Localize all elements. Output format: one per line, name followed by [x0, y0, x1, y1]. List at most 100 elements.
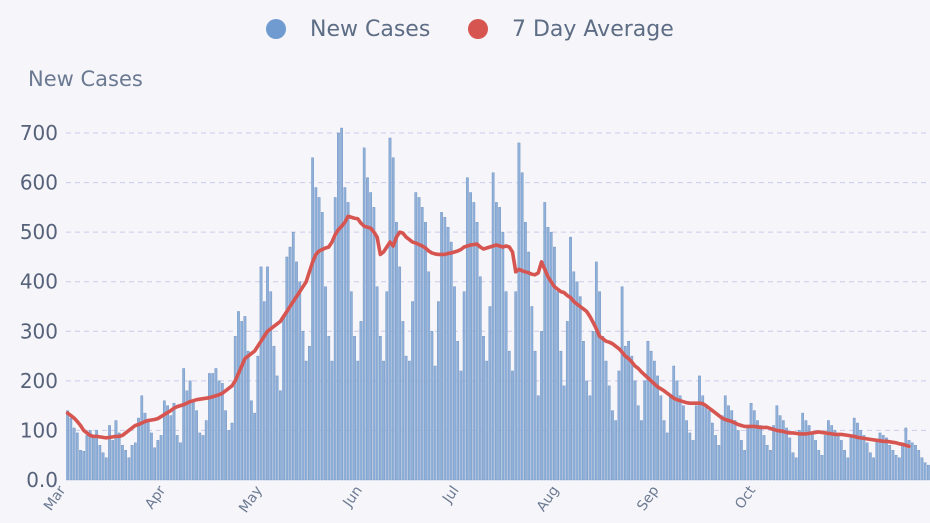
- bar[interactable]: [175, 435, 179, 481]
- bar[interactable]: [507, 350, 511, 481]
- bar[interactable]: [788, 437, 792, 481]
- legend-item-new-cases[interactable]: New Cases: [266, 17, 430, 42]
- bar[interactable]: [927, 464, 930, 481]
- bar[interactable]: [353, 336, 356, 481]
- bar[interactable]: [230, 422, 234, 481]
- bar[interactable]: [256, 355, 260, 481]
- bar[interactable]: [865, 442, 869, 481]
- bar[interactable]: [472, 202, 476, 481]
- bar[interactable]: [69, 417, 73, 481]
- bar[interactable]: [775, 405, 779, 481]
- bar[interactable]: [301, 331, 305, 481]
- bar[interactable]: [604, 360, 608, 481]
- bar[interactable]: [846, 457, 850, 481]
- bar[interactable]: [501, 231, 505, 481]
- bar[interactable]: [311, 157, 314, 481]
- bar[interactable]: [375, 286, 379, 481]
- bar[interactable]: [237, 311, 240, 481]
- bar[interactable]: [878, 432, 882, 481]
- bar[interactable]: [291, 231, 295, 481]
- bar[interactable]: [382, 360, 385, 481]
- bar[interactable]: [711, 422, 714, 481]
- bar[interactable]: [495, 202, 498, 481]
- bar[interactable]: [417, 197, 421, 481]
- bar[interactable]: [517, 142, 521, 481]
- bar[interactable]: [649, 350, 653, 481]
- bar[interactable]: [804, 420, 808, 481]
- bar[interactable]: [640, 420, 643, 481]
- bar[interactable]: [533, 350, 537, 481]
- bar[interactable]: [820, 455, 824, 481]
- bar[interactable]: [740, 440, 743, 481]
- bar[interactable]: [630, 355, 634, 481]
- bar[interactable]: [198, 432, 202, 481]
- bar[interactable]: [898, 457, 901, 481]
- bar[interactable]: [304, 360, 308, 481]
- bar[interactable]: [285, 256, 289, 481]
- bar[interactable]: [656, 375, 659, 481]
- bar[interactable]: [482, 336, 485, 481]
- bar[interactable]: [823, 435, 827, 481]
- bar[interactable]: [839, 440, 843, 481]
- bar[interactable]: [169, 415, 173, 481]
- bar[interactable]: [79, 450, 82, 481]
- bar[interactable]: [117, 432, 121, 481]
- bar[interactable]: [246, 350, 250, 481]
- bar[interactable]: [730, 410, 734, 481]
- bar[interactable]: [272, 345, 276, 481]
- bar[interactable]: [443, 217, 447, 481]
- bar[interactable]: [369, 192, 373, 481]
- bar[interactable]: [910, 442, 914, 481]
- bar[interactable]: [862, 435, 866, 481]
- bar[interactable]: [556, 291, 560, 481]
- bar[interactable]: [659, 395, 663, 481]
- bar[interactable]: [682, 405, 685, 481]
- bar[interactable]: [407, 360, 411, 481]
- bar[interactable]: [524, 222, 527, 481]
- bar[interactable]: [920, 457, 924, 481]
- bar[interactable]: [617, 370, 621, 481]
- bar[interactable]: [894, 455, 898, 481]
- bar[interactable]: [762, 435, 766, 481]
- bar[interactable]: [527, 251, 530, 481]
- bar[interactable]: [330, 360, 334, 481]
- bar[interactable]: [191, 400, 195, 481]
- bar[interactable]: [401, 321, 405, 481]
- bar[interactable]: [582, 341, 585, 481]
- bar[interactable]: [162, 400, 166, 481]
- bar[interactable]: [891, 450, 895, 481]
- bar[interactable]: [749, 402, 753, 481]
- bar[interactable]: [810, 432, 814, 481]
- bar[interactable]: [652, 360, 656, 481]
- bar[interactable]: [836, 435, 840, 481]
- bar[interactable]: [923, 462, 927, 481]
- bar[interactable]: [707, 410, 711, 481]
- bar[interactable]: [698, 375, 701, 481]
- bar[interactable]: [88, 430, 92, 481]
- bar[interactable]: [398, 266, 402, 481]
- bar[interactable]: [627, 341, 630, 481]
- bar[interactable]: [146, 420, 150, 481]
- bar[interactable]: [769, 450, 772, 481]
- bar[interactable]: [391, 157, 395, 481]
- bar[interactable]: [817, 450, 821, 481]
- bar[interactable]: [759, 425, 763, 481]
- bar[interactable]: [791, 452, 795, 481]
- bar[interactable]: [424, 222, 427, 481]
- bar[interactable]: [565, 321, 569, 481]
- bar[interactable]: [253, 412, 256, 481]
- bar[interactable]: [320, 212, 324, 481]
- bar[interactable]: [340, 127, 344, 481]
- bar[interactable]: [459, 370, 463, 481]
- bar[interactable]: [888, 445, 892, 481]
- bar[interactable]: [598, 291, 601, 481]
- bar[interactable]: [872, 457, 875, 481]
- bar[interactable]: [308, 345, 311, 481]
- bar[interactable]: [746, 425, 750, 481]
- bar[interactable]: [623, 345, 627, 481]
- legend-item-7-day-average[interactable]: 7 Day Average: [468, 17, 674, 42]
- bar[interactable]: [785, 427, 788, 481]
- bar[interactable]: [540, 331, 543, 481]
- bar[interactable]: [130, 445, 134, 481]
- bar[interactable]: [124, 450, 128, 481]
